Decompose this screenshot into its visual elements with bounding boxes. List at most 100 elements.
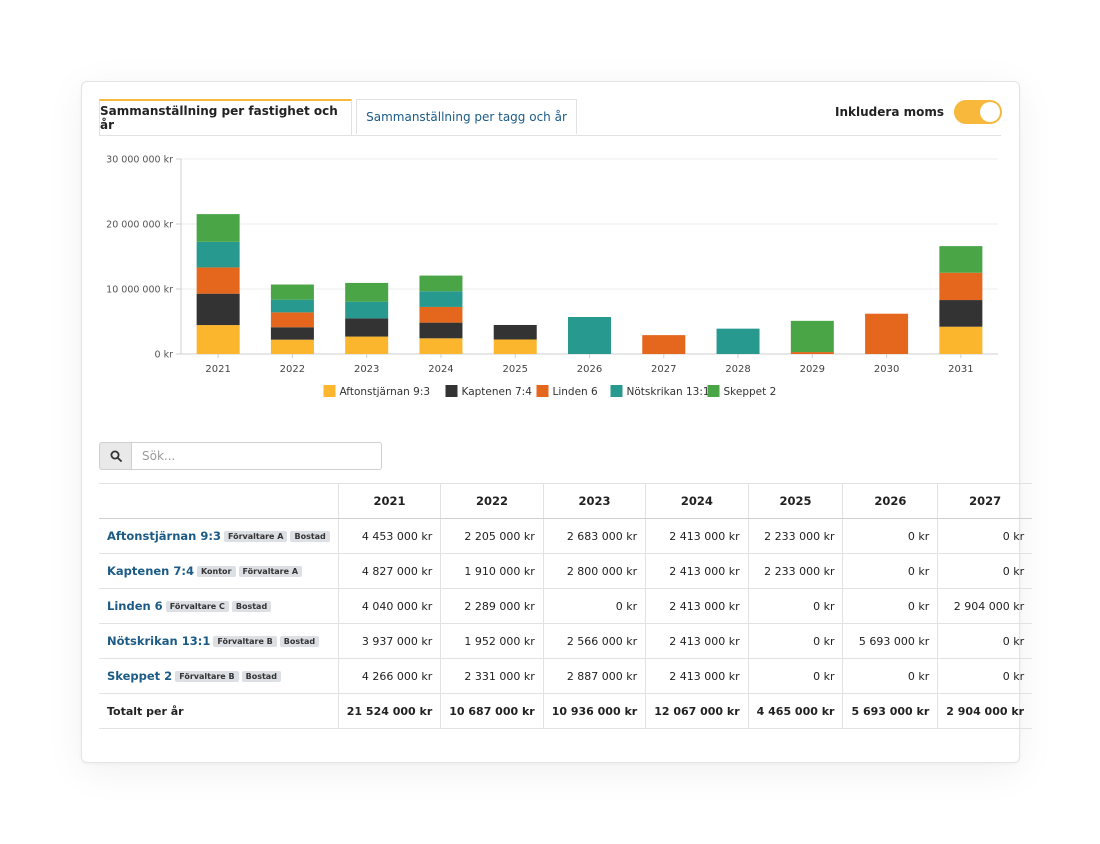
table-row: Skeppet 2 Förvaltare B Bostad 4 266 000 kr 2…	[99, 658, 1033, 694]
header-year[interactable]: 2022	[440, 483, 544, 519]
value-cell: 4 040 000 kr	[337, 588, 441, 624]
bar-segment[interactable]	[790, 352, 834, 354]
bar-segment[interactable]	[345, 282, 389, 302]
legend-swatch	[536, 385, 549, 397]
value-cell: 2 413 000 kr	[645, 588, 749, 624]
bar-segment[interactable]	[716, 328, 760, 354]
total-label: Totalt per år	[99, 693, 339, 729]
x-tick-label: 2027	[651, 364, 676, 375]
bar-segment[interactable]	[270, 299, 314, 313]
value-cell: 0 kr	[842, 658, 938, 694]
search-input[interactable]	[131, 442, 382, 470]
bar-segment[interactable]	[939, 326, 983, 354]
x-tick-label: 2028	[725, 364, 750, 375]
bar-segment[interactable]	[642, 335, 686, 354]
table-row: Linden 6 Förvaltare C Bostad 4 040 000 kr 2 …	[99, 588, 1033, 624]
vat-toggle[interactable]	[954, 100, 1002, 124]
value-cell: 0 kr	[542, 588, 646, 624]
bar-segment[interactable]	[196, 241, 240, 268]
legend-label[interactable]: Nötskrikan 13:1	[627, 386, 710, 398]
bar-segment[interactable]	[270, 284, 314, 300]
tab-bar: Sammanställning per fastighet och år Sam…	[99, 99, 1001, 136]
total-cell: 2 904 000 kr	[937, 693, 1033, 729]
tab-per-property[interactable]: Sammanställning per fastighet och år	[99, 99, 352, 135]
bar-segment[interactable]	[568, 316, 611, 354]
y-tick-label: 0 kr	[155, 350, 174, 361]
bar-segment[interactable]	[196, 267, 240, 294]
legend-label[interactable]: Linden 6	[553, 386, 599, 398]
tab-per-tag[interactable]: Sammanställning per tagg och år	[356, 99, 577, 134]
property-link[interactable]: Linden 6	[107, 599, 163, 613]
search-button[interactable]	[99, 442, 131, 470]
header-year[interactable]: 2026	[842, 483, 938, 519]
table-header-row: 2021 2022 2023 2024 2025 2026 2027	[99, 483, 1033, 519]
bar-segment[interactable]	[939, 272, 983, 301]
property-cell: Nötskrikan 13:1 Förvaltare B Bostad	[99, 623, 339, 659]
legend-label[interactable]: Kaptenen 7:4	[462, 386, 533, 398]
bar-segment[interactable]	[270, 327, 314, 340]
total-cell: 12 067 000 kr	[645, 693, 749, 729]
x-tick-label: 2026	[577, 364, 602, 375]
legend-swatch	[610, 385, 623, 397]
property-cell: Skeppet 2 Förvaltare B Bostad	[99, 658, 339, 694]
header-year[interactable]: 2024	[645, 483, 749, 519]
x-tick-label: 2030	[874, 364, 899, 375]
property-link[interactable]: Aftonstjärnan 9:3	[107, 529, 221, 543]
total-cell: 10 936 000 kr	[542, 693, 646, 729]
bar-segment[interactable]	[345, 318, 389, 337]
value-cell: 2 800 000 kr	[542, 553, 646, 589]
value-cell: 4 827 000 kr	[337, 553, 441, 589]
tag-badge: Förvaltare A	[223, 531, 288, 542]
bar-segment[interactable]	[345, 336, 389, 354]
bar-segment[interactable]	[419, 306, 463, 323]
bar-segment[interactable]	[865, 313, 909, 354]
header-year[interactable]: 2027	[937, 483, 1033, 519]
bar-segment[interactable]	[790, 320, 834, 353]
bar-segment[interactable]	[270, 312, 314, 328]
bar-segment[interactable]	[939, 246, 983, 273]
bar-segment[interactable]	[493, 324, 537, 340]
property-link[interactable]: Skeppet 2	[107, 669, 173, 683]
tag-badge: Förvaltare C	[165, 601, 229, 612]
header-year[interactable]: 2023	[542, 483, 646, 519]
tag-badge: Förvaltare A	[238, 566, 303, 577]
bar-segment[interactable]	[939, 300, 983, 327]
value-cell: 2 413 000 kr	[645, 518, 749, 554]
bar-segment[interactable]	[196, 293, 240, 326]
bar-segment[interactable]	[196, 214, 240, 242]
tag-badge: Bostad	[279, 636, 320, 647]
bar-segment[interactable]	[419, 275, 463, 292]
x-tick-label: 2029	[800, 364, 825, 375]
header-property	[99, 483, 339, 519]
y-tick-label: 20 000 000 kr	[106, 220, 173, 231]
value-cell: 2 904 000 kr	[937, 588, 1033, 624]
header-year[interactable]: 2021	[337, 483, 441, 519]
legend-swatch	[445, 385, 458, 397]
bar-segment[interactable]	[419, 291, 463, 307]
value-cell: 0 kr	[937, 658, 1033, 694]
legend-label[interactable]: Aftonstjärnan 9:3	[340, 386, 431, 398]
legend-label[interactable]: Skeppet 2	[724, 386, 777, 398]
value-cell: 4 266 000 kr	[337, 658, 441, 694]
value-cell: 2 413 000 kr	[645, 553, 749, 589]
x-tick-label: 2023	[354, 364, 379, 375]
bar-segment[interactable]	[493, 339, 537, 354]
tag-badge: Bostad	[231, 601, 272, 612]
bar-segment[interactable]	[196, 325, 240, 354]
header-year[interactable]: 2025	[747, 483, 843, 519]
property-link[interactable]: Nötskrikan 13:1	[107, 634, 211, 648]
property-link[interactable]: Kaptenen 7:4	[107, 564, 194, 578]
value-cell: 4 453 000 kr	[337, 518, 441, 554]
value-cell: 2 413 000 kr	[645, 623, 749, 659]
bar-segment[interactable]	[270, 339, 314, 354]
stacked-bar-chart: 0 kr 10 000 000 kr 20 000 000 kr 30 000 000…	[106, 155, 998, 398]
bar-segment[interactable]	[419, 338, 463, 354]
value-cell: 2 566 000 kr	[542, 623, 646, 659]
property-cell: Aftonstjärnan 9:3 Förvaltare A Bostad	[99, 518, 339, 554]
value-cell: 2 233 000 kr	[747, 553, 843, 589]
bar-segment[interactable]	[419, 322, 463, 339]
bar-segment[interactable]	[345, 301, 389, 319]
legend-swatch	[323, 385, 336, 397]
total-cell: 4 465 000 kr	[747, 693, 843, 729]
